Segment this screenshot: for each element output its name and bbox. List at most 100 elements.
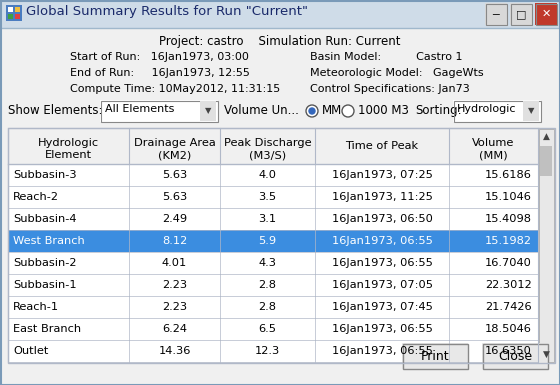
- Text: Hydrologic: Hydrologic: [457, 104, 516, 114]
- Bar: [8, 296, 538, 318]
- Bar: [6, 5, 22, 21]
- Text: 16Jan1973, 11:25: 16Jan1973, 11:25: [332, 192, 432, 202]
- Text: 2.23: 2.23: [162, 280, 187, 290]
- Bar: [8, 7, 13, 12]
- Circle shape: [342, 105, 354, 117]
- Text: 22.3012: 22.3012: [486, 280, 532, 290]
- Bar: [535, 3, 557, 25]
- Text: Basin Model:          Castro 1: Basin Model: Castro 1: [310, 52, 463, 62]
- Text: □: □: [516, 9, 526, 19]
- Text: 1000 M3: 1000 M3: [358, 104, 409, 117]
- Text: 8.12: 8.12: [162, 236, 187, 246]
- Bar: [8, 186, 538, 208]
- Text: 14.36: 14.36: [158, 346, 191, 356]
- Text: 16Jan1973, 07:45: 16Jan1973, 07:45: [332, 302, 432, 312]
- Bar: [402, 343, 468, 369]
- Bar: [535, 3, 557, 25]
- Text: 3.5: 3.5: [258, 192, 277, 202]
- Bar: [453, 100, 541, 122]
- Bar: [8, 128, 538, 164]
- Bar: [482, 343, 548, 369]
- Bar: [403, 343, 468, 368]
- Text: Element: Element: [45, 150, 92, 160]
- Text: Control Specifications: Jan73: Control Specifications: Jan73: [310, 84, 470, 94]
- Text: 16Jan1973, 06:55: 16Jan1973, 06:55: [332, 258, 432, 268]
- Text: All Elements: All Elements: [105, 104, 174, 114]
- Bar: [538, 128, 554, 362]
- Text: 16Jan1973, 06:50: 16Jan1973, 06:50: [332, 214, 432, 224]
- Text: 5.9: 5.9: [258, 236, 277, 246]
- Text: (MM): (MM): [479, 150, 508, 160]
- Text: ▼: ▼: [528, 107, 534, 116]
- Text: 16Jan1973, 07:25: 16Jan1973, 07:25: [332, 170, 432, 180]
- Text: West Branch: West Branch: [13, 236, 85, 246]
- Bar: [510, 3, 532, 25]
- Bar: [483, 343, 548, 368]
- Bar: [200, 101, 216, 121]
- Text: Subbasin-4: Subbasin-4: [13, 214, 77, 224]
- Bar: [8, 14, 13, 19]
- Text: 16Jan1973, 06:55: 16Jan1973, 06:55: [332, 346, 432, 356]
- Text: 21.7426: 21.7426: [486, 302, 532, 312]
- Text: MM: MM: [322, 104, 342, 117]
- Text: ✕: ✕: [542, 9, 550, 19]
- Text: ▲: ▲: [543, 132, 549, 141]
- Text: Reach-1: Reach-1: [13, 302, 59, 312]
- Text: Hydrologic: Hydrologic: [38, 138, 99, 148]
- Text: 5.63: 5.63: [162, 170, 187, 180]
- Text: Drainage Area: Drainage Area: [134, 138, 216, 148]
- Bar: [8, 274, 538, 296]
- Bar: [8, 340, 538, 362]
- Text: 18.5046: 18.5046: [485, 324, 532, 334]
- Text: Compute Time: 10May2012, 11:31:15: Compute Time: 10May2012, 11:31:15: [70, 84, 280, 94]
- Text: Reach-2: Reach-2: [13, 192, 59, 202]
- Text: 15.6186: 15.6186: [485, 170, 532, 180]
- Text: ▼: ▼: [205, 107, 211, 116]
- Text: 3.1: 3.1: [258, 214, 277, 224]
- Text: Volume: Volume: [472, 138, 515, 148]
- Text: Global Summary Results for Run "Current": Global Summary Results for Run "Current": [26, 5, 308, 18]
- Text: (M3/S): (M3/S): [249, 150, 286, 160]
- Circle shape: [306, 105, 318, 117]
- Text: 2.23: 2.23: [162, 302, 187, 312]
- Text: Outlet: Outlet: [13, 346, 48, 356]
- Bar: [7, 127, 554, 363]
- Text: Start of Run:   16Jan1973, 03:00: Start of Run: 16Jan1973, 03:00: [70, 52, 249, 62]
- Text: 2.8: 2.8: [259, 280, 277, 290]
- Text: ─: ─: [493, 9, 500, 19]
- Bar: [15, 7, 20, 12]
- Text: 15.1982: 15.1982: [485, 236, 532, 246]
- Text: 4.3: 4.3: [259, 258, 277, 268]
- Bar: [540, 146, 552, 176]
- Text: East Branch: East Branch: [13, 324, 81, 334]
- Text: Peak Discharge: Peak Discharge: [223, 138, 311, 148]
- Text: 6.5: 6.5: [259, 324, 277, 334]
- Text: 15.4098: 15.4098: [485, 214, 532, 224]
- Text: 16Jan1973, 07:05: 16Jan1973, 07:05: [332, 280, 432, 290]
- Circle shape: [309, 108, 315, 114]
- Bar: [539, 129, 553, 362]
- Bar: [485, 3, 507, 25]
- Bar: [100, 100, 218, 122]
- Bar: [8, 164, 538, 186]
- Bar: [100, 100, 217, 122]
- Text: 2.8: 2.8: [259, 302, 277, 312]
- Bar: [0, 0, 560, 28]
- Bar: [8, 230, 538, 252]
- Text: Show Elements:: Show Elements:: [8, 104, 102, 117]
- Text: 16.6350: 16.6350: [485, 346, 532, 356]
- Text: 2.49: 2.49: [162, 214, 187, 224]
- Text: 6.24: 6.24: [162, 324, 187, 334]
- Bar: [8, 318, 538, 340]
- Text: End of Run:     16Jan1973, 12:55: End of Run: 16Jan1973, 12:55: [70, 68, 250, 78]
- Text: Print: Print: [421, 350, 449, 363]
- Text: 16Jan1973, 06:55: 16Jan1973, 06:55: [332, 324, 432, 334]
- Text: Time of Peak: Time of Peak: [346, 141, 418, 151]
- Text: Subbasin-3: Subbasin-3: [13, 170, 77, 180]
- Bar: [8, 208, 538, 230]
- Bar: [15, 14, 20, 19]
- Text: ▼: ▼: [543, 350, 549, 358]
- Text: Meteorologic Model:   GageWts: Meteorologic Model: GageWts: [310, 68, 484, 78]
- Text: Project: castro    Simulation Run: Current: Project: castro Simulation Run: Current: [159, 35, 401, 48]
- Text: 15.1046: 15.1046: [485, 192, 532, 202]
